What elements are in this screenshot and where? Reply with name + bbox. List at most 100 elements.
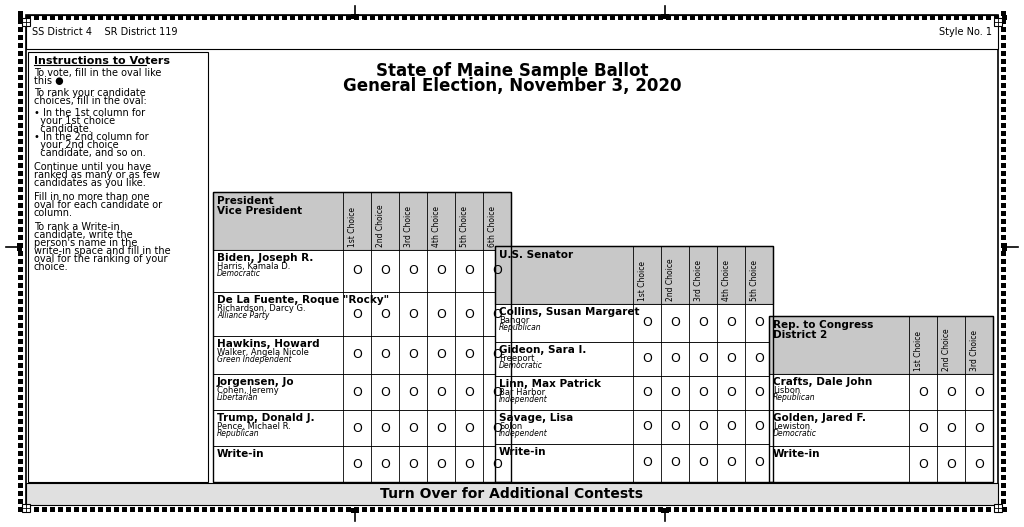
Bar [714, 507, 719, 512]
Bar [626, 507, 631, 512]
Bar [778, 507, 783, 512]
Text: Fill in no more than one: Fill in no more than one [34, 192, 150, 202]
Bar [1001, 459, 1006, 464]
Bar [1001, 427, 1006, 432]
Bar [1001, 203, 1006, 208]
Bar [978, 15, 983, 20]
Bar [314, 507, 319, 512]
Bar [954, 15, 959, 20]
Bar [22, 504, 30, 512]
Text: Independent: Independent [499, 429, 548, 438]
Bar [170, 507, 175, 512]
Bar [322, 507, 327, 512]
Bar [26, 15, 31, 20]
Bar [450, 507, 455, 512]
Text: O: O [436, 385, 445, 398]
Text: O: O [380, 348, 390, 362]
Bar [458, 507, 463, 512]
Bar [722, 15, 727, 20]
Text: Lisbon: Lisbon [773, 386, 800, 395]
Text: O: O [726, 353, 736, 366]
Text: Bangor: Bangor [499, 316, 529, 325]
Bar [442, 15, 447, 20]
Bar [18, 43, 23, 48]
Bar [866, 15, 871, 20]
Bar [290, 507, 295, 512]
Bar [466, 15, 471, 20]
Bar [1001, 163, 1006, 168]
Bar [786, 507, 791, 512]
Bar [1001, 35, 1006, 40]
Text: O: O [408, 265, 418, 278]
Bar [874, 15, 879, 20]
Bar [570, 15, 575, 20]
Bar [586, 507, 591, 512]
Bar [426, 15, 431, 20]
Bar [178, 507, 183, 512]
Bar [34, 15, 39, 20]
Bar [546, 507, 551, 512]
Bar [922, 507, 927, 512]
Text: O: O [726, 456, 736, 470]
Text: Turn Over for Additional Contests: Turn Over for Additional Contests [381, 487, 643, 501]
Bar [242, 15, 247, 20]
Bar [146, 507, 151, 512]
Bar [18, 227, 23, 232]
Bar [562, 15, 567, 20]
Text: candidate.: candidate. [34, 124, 92, 134]
Text: 3rd Choice: 3rd Choice [404, 206, 413, 247]
Text: General Election, November 3, 2020: General Election, November 3, 2020 [343, 77, 681, 95]
Text: O: O [408, 307, 418, 320]
Bar [962, 15, 967, 20]
Bar [826, 507, 831, 512]
Bar [18, 371, 23, 376]
Bar [930, 507, 935, 512]
Bar [706, 15, 711, 20]
Bar [769, 374, 993, 410]
Bar [306, 507, 311, 512]
Bar [1001, 507, 1006, 512]
Text: Biden, Joseph R.: Biden, Joseph R. [217, 253, 313, 263]
Bar [634, 507, 639, 512]
Bar [114, 507, 119, 512]
Text: O: O [352, 307, 361, 320]
Bar [778, 15, 783, 20]
Text: O: O [974, 457, 984, 471]
Text: 4th Choice: 4th Choice [722, 260, 731, 301]
Text: O: O [493, 265, 502, 278]
Bar [746, 15, 751, 20]
Bar [1001, 219, 1006, 224]
Text: Jorgensen, Jo: Jorgensen, Jo [217, 377, 295, 387]
Bar [351, 14, 359, 19]
Bar [1001, 483, 1006, 488]
Bar [495, 304, 773, 342]
Bar [34, 507, 39, 512]
Bar [266, 507, 271, 512]
Bar [602, 15, 607, 20]
Bar [706, 507, 711, 512]
Bar [18, 259, 23, 264]
Bar [682, 507, 687, 512]
Bar [802, 15, 807, 20]
Bar [1001, 51, 1006, 56]
Bar [898, 15, 903, 20]
Bar [490, 507, 495, 512]
Bar [354, 15, 359, 20]
Bar [842, 15, 847, 20]
Text: President: President [217, 196, 273, 206]
Bar [322, 15, 327, 20]
Bar [418, 15, 423, 20]
Text: To rank your candidate: To rank your candidate [34, 88, 145, 98]
Text: Write-in: Write-in [217, 449, 264, 459]
Text: 1st Choice: 1st Choice [638, 261, 647, 301]
Bar [18, 475, 23, 480]
Bar [18, 267, 23, 272]
Text: O: O [464, 385, 474, 398]
Bar [530, 507, 535, 512]
Bar [522, 15, 527, 20]
Bar [346, 507, 351, 512]
Text: O: O [974, 422, 984, 434]
Bar [946, 15, 951, 20]
Bar [74, 507, 79, 512]
Bar [1001, 19, 1006, 24]
